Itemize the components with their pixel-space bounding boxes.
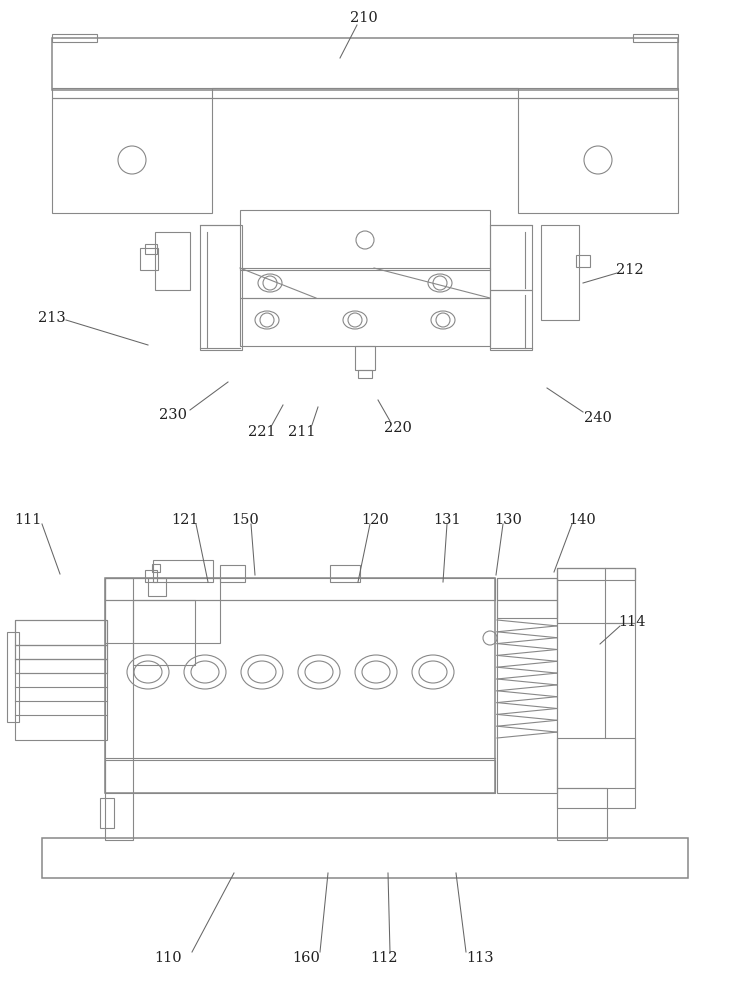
Bar <box>576 255 590 267</box>
Bar <box>240 210 490 270</box>
Bar <box>240 298 490 346</box>
Bar <box>15 620 107 645</box>
Bar <box>7 632 19 722</box>
Bar <box>497 578 557 600</box>
Bar <box>145 570 157 582</box>
Bar <box>557 568 635 808</box>
Text: 160: 160 <box>292 951 320 965</box>
Bar <box>557 788 607 840</box>
Text: 210: 210 <box>350 11 378 25</box>
Bar <box>42 838 688 878</box>
Bar <box>220 565 245 582</box>
Text: 212: 212 <box>616 263 644 277</box>
Text: 110: 110 <box>155 951 182 965</box>
Bar <box>140 248 158 270</box>
Bar <box>497 578 557 793</box>
Bar <box>557 568 635 580</box>
Text: 150: 150 <box>231 513 259 527</box>
Bar <box>358 370 372 378</box>
Bar <box>15 620 107 740</box>
Text: 111: 111 <box>15 513 42 527</box>
Text: 114: 114 <box>618 615 646 629</box>
Text: 121: 121 <box>171 513 199 527</box>
Bar <box>490 290 532 350</box>
Text: 213: 213 <box>38 311 66 325</box>
Bar <box>200 225 242 350</box>
Text: 113: 113 <box>466 951 494 965</box>
Text: 221: 221 <box>248 425 276 439</box>
Bar <box>15 645 107 659</box>
Bar <box>52 88 678 98</box>
Bar <box>52 34 97 42</box>
Bar <box>541 225 579 320</box>
Bar <box>497 600 557 618</box>
Bar <box>518 98 678 213</box>
Bar <box>155 232 190 290</box>
Bar <box>105 578 220 643</box>
Text: 112: 112 <box>370 951 398 965</box>
Bar <box>105 578 495 600</box>
Text: 130: 130 <box>494 513 522 527</box>
Bar <box>490 225 532 290</box>
Bar <box>105 578 133 840</box>
Text: 131: 131 <box>433 513 461 527</box>
Text: 211: 211 <box>288 425 316 439</box>
Bar <box>355 346 375 370</box>
Bar <box>15 659 107 673</box>
Bar <box>240 268 490 298</box>
Text: 220: 220 <box>384 421 412 435</box>
Bar <box>633 34 678 42</box>
Bar <box>105 760 495 793</box>
Bar <box>557 568 635 623</box>
Bar <box>52 38 678 90</box>
Text: 230: 230 <box>159 408 187 422</box>
Bar <box>105 578 495 793</box>
Bar <box>212 88 518 98</box>
Bar <box>330 565 360 582</box>
Bar <box>100 798 114 828</box>
Bar <box>52 98 212 213</box>
Bar <box>152 564 160 572</box>
Text: 140: 140 <box>568 513 596 527</box>
Bar <box>145 244 157 254</box>
Bar <box>557 738 635 788</box>
Bar <box>153 560 213 582</box>
Text: 120: 120 <box>361 513 389 527</box>
Text: 240: 240 <box>584 411 612 425</box>
Bar <box>148 578 166 596</box>
Bar <box>133 600 195 665</box>
